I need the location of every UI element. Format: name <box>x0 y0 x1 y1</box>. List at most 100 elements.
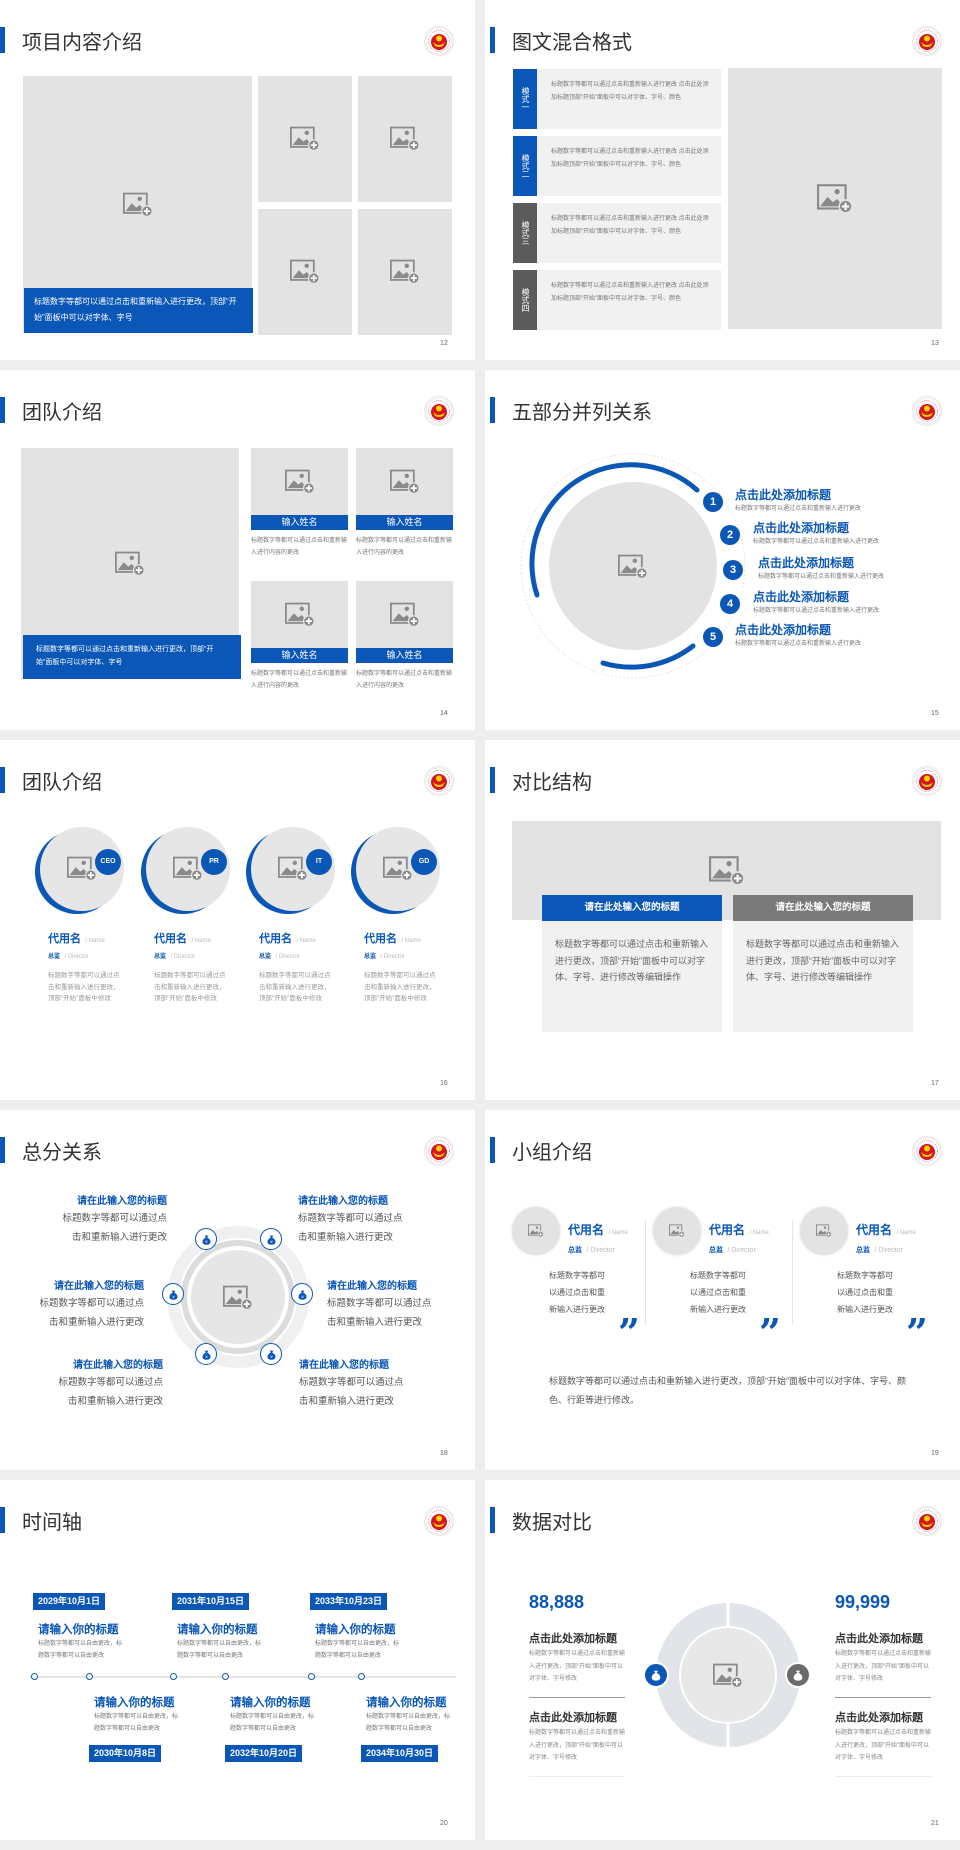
step-title[interactable]: 点击此处添加标题 <box>758 556 855 570</box>
image-add-icon <box>713 1663 743 1689</box>
logo-emblem <box>913 1507 941 1535</box>
image-placeholder[interactable] <box>358 76 452 202</box>
stat-title[interactable]: 点击此处添加标题 <box>529 1633 617 1645</box>
member-photo[interactable] <box>653 1207 701 1255</box>
caption-box: 标题数字等都可以通过点击和重新输入进行更改，顶部“开始”面板中可以对字体、字号 <box>23 635 241 679</box>
timeline-node <box>308 1673 315 1680</box>
member-name-line: 代用名 / Name <box>48 929 105 947</box>
slide-title: 图文混合格式 <box>512 32 632 54</box>
event-title[interactable]: 请输入你的标题 <box>366 1697 447 1709</box>
member-photo[interactable] <box>251 448 348 515</box>
page-number: 21 <box>931 1820 939 1827</box>
slide-20: 时间轴 2029年10月1日 请输入你的标题 标题数字等都可以自由更改，标题数字… <box>0 1480 475 1840</box>
image-add-icon <box>285 469 315 495</box>
member-text: 标题数字等都可以通过点击和重新输入进行内容的更改 <box>356 671 453 689</box>
branch-line: 击和重新输入进行更改 <box>71 1232 167 1243</box>
branch-title[interactable]: 请在此输入您的标题 <box>77 1196 167 1207</box>
branch-title[interactable]: 请在此输入您的标题 <box>54 1281 144 1292</box>
member-role-en: / Director <box>380 954 405 960</box>
image-add-icon <box>528 1224 544 1238</box>
step-number-badge: 4 <box>720 594 740 614</box>
event-title[interactable]: 请输入你的标题 <box>38 1624 119 1636</box>
image-add-icon <box>816 1224 832 1238</box>
mode-tab[interactable]: 模式二 <box>513 136 537 196</box>
quote-icon: ” <box>906 1310 928 1355</box>
event-title[interactable]: 请输入你的标题 <box>315 1624 396 1636</box>
timeline-node <box>358 1673 365 1680</box>
member-name: 代用名 <box>709 1223 746 1237</box>
compare-text: 标题数字等都可以通过点击和重新输入进行更改，顶部“开始”面板中可以对字体、字号、… <box>542 921 722 1032</box>
image-placeholder[interactable] <box>728 68 942 329</box>
member-photo[interactable] <box>251 581 348 648</box>
branch-title[interactable]: 请在此输入您的标题 <box>73 1360 163 1371</box>
slide-title: 团队介绍 <box>22 772 102 794</box>
member-text: 标题数字等都可以通过点击和重新输入进行更改 <box>549 1271 605 1314</box>
image-add-icon <box>223 1285 253 1311</box>
member-name-en: / Name <box>296 938 316 944</box>
image-placeholder[interactable] <box>258 209 352 335</box>
page-number: 13 <box>931 340 939 347</box>
image-add-icon <box>290 259 320 285</box>
step-title[interactable]: 点击此处添加标题 <box>753 590 850 604</box>
event-title[interactable]: 请输入你的标题 <box>94 1697 175 1709</box>
member-name: 代用名 <box>568 1223 605 1237</box>
mode-tab[interactable]: 模式一 <box>513 69 537 129</box>
step-number-badge: 2 <box>720 525 740 545</box>
branch-line: 标题数字等都可以通过点 <box>298 1213 403 1224</box>
page-number: 17 <box>931 1080 939 1087</box>
compare-header[interactable]: 请在此处输入您的标题 <box>542 895 722 921</box>
stat-title[interactable]: 点击此处添加标题 <box>835 1633 923 1645</box>
role-badge: PR <box>201 849 227 875</box>
page-number: 16 <box>440 1080 448 1087</box>
branch-item: 请在此输入您的标题 标题数字等都可以通过点 击和重新输入进行更改 <box>62 1194 167 1247</box>
event-title[interactable]: 请输入你的标题 <box>177 1624 258 1636</box>
member-role-en: / Director <box>275 954 300 960</box>
member-name-line: 代用名 / Name <box>364 929 421 947</box>
member-name: 代用名 <box>154 933 187 945</box>
quote-icon: ” <box>618 1310 640 1355</box>
member-role-line: 总监 / Director <box>154 945 195 963</box>
step-title[interactable]: 点击此处添加标题 <box>735 623 832 637</box>
member-text: 标题数字等都可以通过点击和重新输入进行更改 <box>837 1271 893 1314</box>
image-placeholder[interactable] <box>358 209 452 335</box>
branch-line: 标题数字等都可以通过点 <box>327 1298 432 1309</box>
divider <box>792 1220 793 1325</box>
member-photo[interactable] <box>512 1207 560 1255</box>
slide-title: 对比结构 <box>512 772 592 794</box>
member-name-en: / Name <box>896 1230 916 1236</box>
role-badge: IT <box>306 849 332 875</box>
event-text: 标题数字等都可以自由更改，标题数字等都可以自由更改 <box>230 1714 315 1732</box>
image-add-icon <box>817 183 853 215</box>
timeline-node <box>86 1673 93 1680</box>
stat-title[interactable]: 点击此处添加标题 <box>529 1712 617 1724</box>
member-photo[interactable] <box>356 448 453 515</box>
quote-icon: ” <box>759 1310 781 1355</box>
outer-dashed-ring <box>520 453 746 679</box>
branch-title[interactable]: 请在此输入您的标题 <box>298 1196 388 1207</box>
mode-tab[interactable]: 模式四 <box>513 270 537 330</box>
event-title[interactable]: 请输入你的标题 <box>230 1697 311 1709</box>
branch-title[interactable]: 请在此输入您的标题 <box>299 1360 389 1371</box>
mode-tab[interactable]: 模式三 <box>513 203 537 263</box>
mode-text: 标题数字等都可以通过点击和重新输入进行更改 点击此处添加标题顶部“开始”面板中可… <box>537 69 721 129</box>
money-bag-icon <box>291 1283 313 1305</box>
image-placeholder[interactable] <box>258 76 352 202</box>
member-name-line: 代用名 / Name <box>568 1221 628 1239</box>
compare-header[interactable]: 请在此处输入您的标题 <box>733 895 913 921</box>
branch-line: 击和重新输入进行更改 <box>48 1317 144 1328</box>
step-title[interactable]: 点击此处添加标题 <box>735 488 832 502</box>
branch-line: 标题数字等都可以通过点 <box>299 1377 404 1388</box>
stat-text: 标题数字等都可以通过点击和重新输入进行更改，顶部“开始”面板中可以对字体、字号修… <box>529 1651 626 1682</box>
step-text: 标题数字等都可以通过点击和重新输入进行更改 <box>753 539 880 545</box>
member-photo[interactable] <box>800 1207 848 1255</box>
logo-emblem <box>913 1137 941 1165</box>
step-title[interactable]: 点击此处添加标题 <box>753 521 850 535</box>
logo-emblem <box>425 1507 453 1535</box>
branch-title[interactable]: 请在此输入您的标题 <box>327 1281 417 1292</box>
event-text: 标题数字等都可以自由更改，标题数字等都可以自由更改 <box>38 1641 123 1659</box>
member-role: 总监 <box>709 1247 723 1254</box>
event-date: 2031年10月15日 <box>172 1593 250 1610</box>
member-photo[interactable] <box>356 581 453 648</box>
step-number-badge: 5 <box>703 627 723 647</box>
stat-title[interactable]: 点击此处添加标题 <box>835 1712 923 1724</box>
